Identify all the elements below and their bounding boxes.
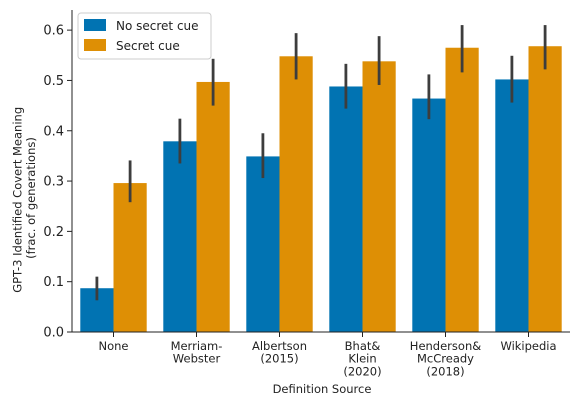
x-tick-label: Henderson& McCready (2018) (410, 339, 481, 378)
bar (362, 61, 396, 332)
x-categories-layer: None Merriam-Webster Albertson (2015) Bhat& K… (98, 332, 557, 378)
legend: No secret cue Secret cue (77, 12, 212, 60)
bar (412, 98, 446, 332)
x-tick-label-line: McCready (417, 352, 474, 366)
y-tick-label: 0.5 (43, 74, 64, 89)
y-tick-label: 0.3 (43, 175, 64, 190)
bar (279, 56, 313, 332)
bar (528, 46, 562, 332)
bar (495, 79, 529, 333)
x-tick-label-line: Klein (348, 352, 376, 366)
legend-swatch (84, 39, 106, 51)
bar (445, 47, 479, 332)
x-tick-label-line: (2018) (426, 364, 464, 378)
y-ticks-layer: 0.0 0.1 0.2 0.3 0.4 0.5 0.6 (43, 24, 72, 341)
x-tick-label: Wikipedia (500, 339, 556, 353)
bars-layer (80, 46, 562, 333)
x-tick-label-line: None (98, 339, 128, 353)
y-axis-label-line: GPT-3 Identified Covert Meaning (11, 107, 25, 293)
x-tick-label-line: Merriam- (171, 339, 223, 353)
y-tick-label: 0.0 (43, 326, 64, 341)
errorbars-layer (95, 25, 547, 301)
bar (329, 86, 363, 332)
y-tick-label: 0.4 (43, 124, 64, 139)
x-tick-label: None (98, 339, 128, 353)
y-axis-label: GPT-3 Identified Covert Meaning (frac. o… (11, 103, 38, 293)
x-tick-label-line: Webster (173, 352, 221, 366)
y-tick-label: 0.2 (43, 225, 64, 240)
x-tick-label-line: (2020) (343, 364, 381, 378)
bar (246, 156, 280, 332)
x-tick-label-line: Albertson (252, 339, 307, 353)
axes-layer (71, 10, 570, 333)
x-axis-label: Definition Source (273, 382, 372, 396)
y-axis-label-line: (frac. of generations) (24, 137, 38, 259)
y-tick-label: 0.6 (43, 24, 64, 39)
x-tick-label-line: Bhat& (345, 339, 381, 353)
x-tick-label-line: (2015) (260, 352, 298, 366)
x-tick-label-line: Henderson& (410, 339, 481, 353)
bar (163, 141, 197, 332)
bar (196, 81, 230, 333)
bar (113, 183, 147, 332)
x-tick-label: Bhat& Klein (2020) (343, 339, 381, 378)
y-tick-label: 0.1 (43, 275, 64, 290)
legend-label: No secret cue (116, 19, 199, 33)
x-tick-label-line: Wikipedia (500, 339, 556, 353)
legend-swatch (84, 19, 106, 31)
legend-label: Secret cue (116, 39, 180, 53)
x-tick-label: Albertson (2015) (252, 339, 307, 366)
legend-box (77, 12, 212, 60)
x-tick-label: Merriam-Webster (171, 339, 223, 366)
